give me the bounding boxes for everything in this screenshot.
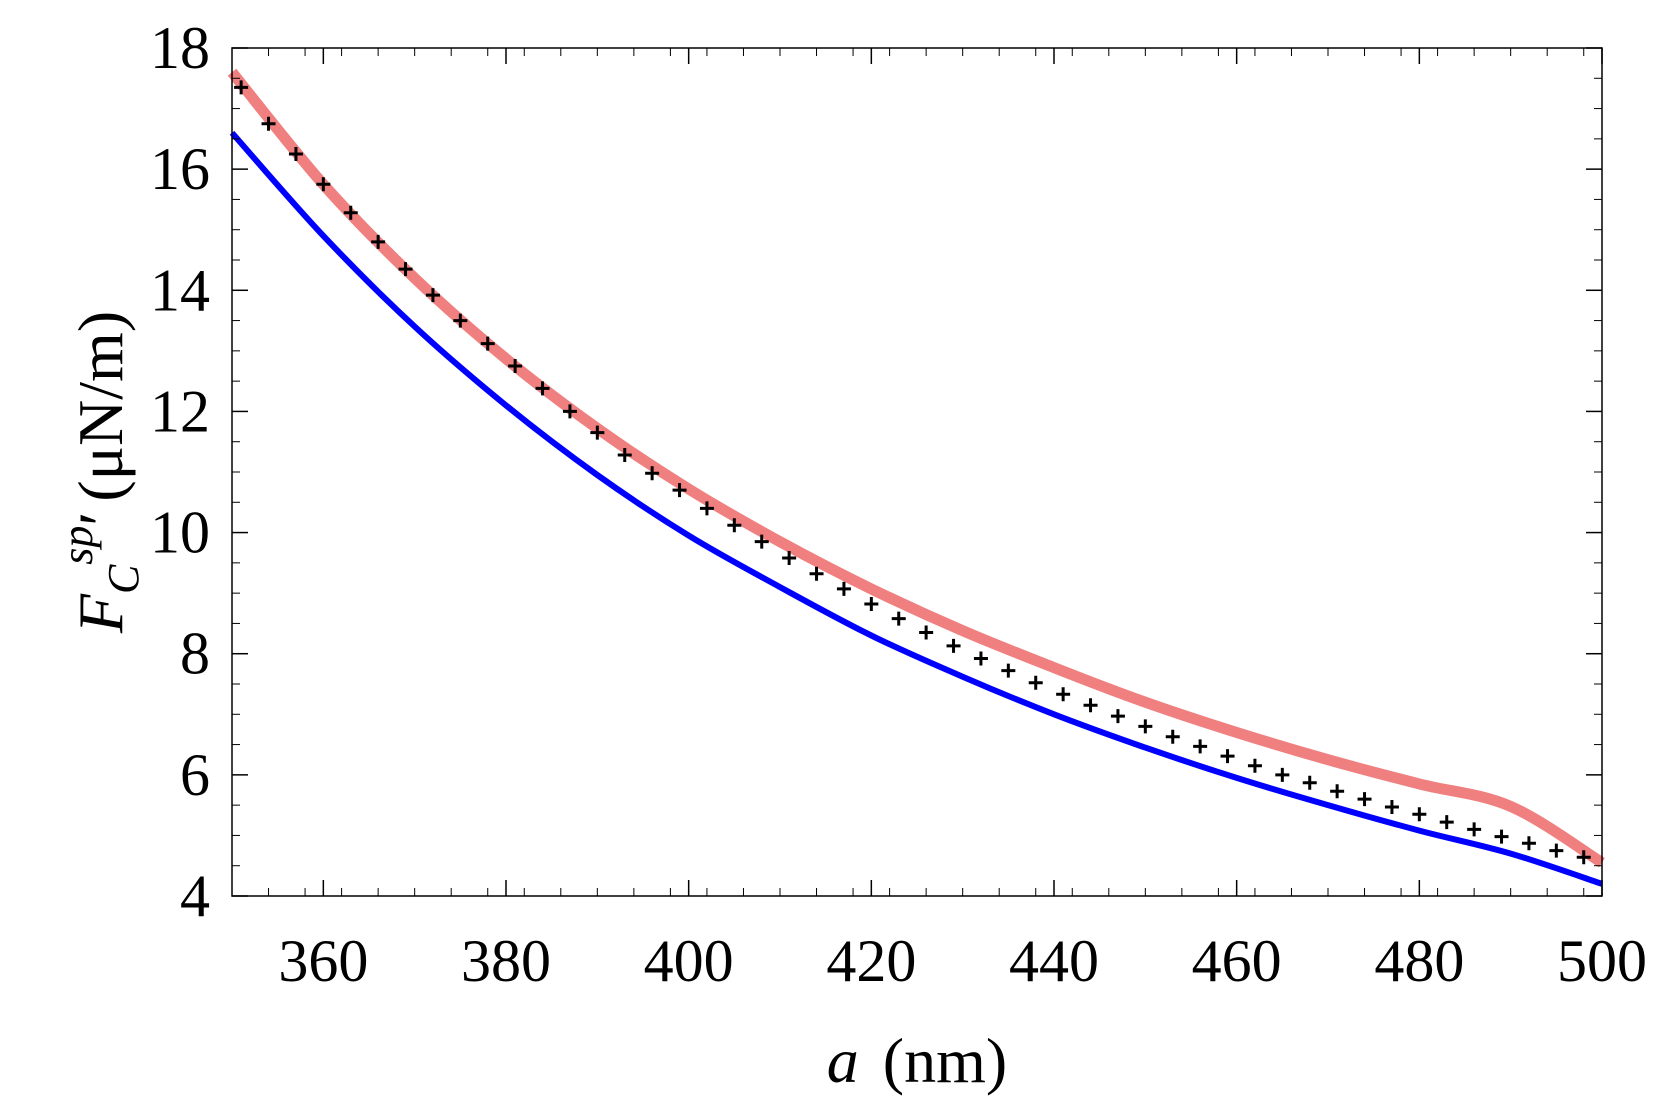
data-point-marker bbox=[864, 597, 879, 612]
data-point-marker bbox=[1083, 698, 1098, 713]
data-point-marker bbox=[645, 466, 660, 481]
data-point-marker bbox=[1028, 675, 1043, 690]
data-point-marker bbox=[617, 448, 632, 463]
data-point-marker bbox=[535, 381, 550, 396]
y-axis-unit: (μN/m) bbox=[65, 311, 136, 502]
data-point-marker bbox=[480, 336, 495, 351]
y-axis-sup: sp bbox=[53, 526, 102, 565]
x-tick-label: 500 bbox=[1557, 928, 1647, 994]
x-tick-label: 480 bbox=[1374, 928, 1464, 994]
data-point-marker bbox=[343, 205, 358, 220]
series-band-line bbox=[227, 68, 1605, 868]
data-point-marker bbox=[973, 651, 988, 666]
data-point-marker bbox=[1412, 807, 1427, 822]
data-point-marker bbox=[727, 518, 742, 533]
data-point-marker bbox=[398, 262, 413, 277]
data-point-marker bbox=[234, 80, 249, 95]
x-tick-label: 380 bbox=[461, 928, 551, 994]
ticks-layer: 360 380 400 420 440 460 480 500 4 6 8 10 12 14 16 18 bbox=[150, 15, 1647, 994]
data-point-marker bbox=[1302, 775, 1317, 790]
data-point-marker bbox=[782, 551, 797, 566]
data-point-marker bbox=[1056, 687, 1071, 702]
data-point-marker bbox=[1220, 749, 1235, 764]
data-point-marker bbox=[1138, 719, 1153, 734]
x-tick-label: 360 bbox=[278, 928, 368, 994]
data-point-marker bbox=[809, 566, 824, 581]
data-point-marker bbox=[508, 359, 523, 373]
data-point-marker bbox=[1439, 815, 1454, 830]
y-tick-label: 16 bbox=[150, 136, 210, 202]
data-point-marker bbox=[891, 611, 906, 626]
data-point-marker bbox=[425, 288, 440, 303]
y-tick-label: 4 bbox=[180, 863, 210, 929]
data-point-marker bbox=[1521, 836, 1536, 851]
data-point-marker bbox=[590, 425, 605, 440]
y-axis-sub: C bbox=[99, 564, 148, 594]
x-tick-label: 460 bbox=[1192, 928, 1282, 994]
x-tick-label: 440 bbox=[1009, 928, 1099, 994]
data-point-marker bbox=[288, 147, 303, 161]
data-point-marker bbox=[1576, 850, 1591, 865]
data-point-marker bbox=[453, 313, 468, 328]
series-layer bbox=[227, 68, 1605, 887]
y-tick-label: 6 bbox=[180, 742, 210, 808]
y-axis-prime: ′ bbox=[65, 512, 136, 526]
data-point-marker bbox=[1549, 843, 1564, 858]
data-point-marker bbox=[1001, 663, 1016, 678]
data-point-marker bbox=[1247, 758, 1262, 773]
y-tick-label: 14 bbox=[150, 257, 210, 323]
data-point-marker bbox=[1275, 767, 1290, 782]
x-tick-label: 420 bbox=[826, 928, 916, 994]
data-point-marker bbox=[1494, 829, 1509, 844]
data-point-marker bbox=[672, 483, 687, 498]
y-axis-title: FCsp′ (μN/m) bbox=[53, 311, 148, 634]
data-point-marker bbox=[1193, 739, 1208, 754]
y-tick-label: 12 bbox=[150, 378, 210, 444]
data-point-marker bbox=[699, 501, 714, 516]
data-point-marker bbox=[1330, 784, 1345, 799]
y-tick-label: 8 bbox=[180, 621, 210, 687]
y-tick-label: 18 bbox=[150, 15, 210, 81]
x-axis-var: a bbox=[827, 1025, 859, 1096]
data-point-marker bbox=[371, 234, 386, 249]
data-point-marker bbox=[754, 534, 769, 549]
x-tick-label: 400 bbox=[644, 928, 734, 994]
x-axis-unit: (nm) bbox=[883, 1025, 1007, 1096]
data-point-marker bbox=[562, 404, 577, 419]
series-line bbox=[229, 130, 1603, 887]
y-tick-label: 10 bbox=[150, 500, 210, 566]
data-point-marker bbox=[261, 116, 276, 131]
data-point-marker bbox=[1110, 709, 1125, 724]
data-point-marker bbox=[919, 625, 934, 640]
y-axis-var: F bbox=[65, 593, 136, 634]
data-point-marker bbox=[1384, 799, 1399, 814]
plot-frame bbox=[231, 47, 1603, 897]
data-point-marker bbox=[1357, 792, 1372, 807]
data-point-marker bbox=[1467, 822, 1482, 837]
data-point-marker bbox=[316, 177, 331, 192]
x-axis-title: a (nm) bbox=[827, 1025, 1007, 1096]
data-point-marker bbox=[836, 581, 851, 596]
data-point-marker bbox=[946, 638, 961, 653]
data-point-marker bbox=[1165, 729, 1180, 744]
